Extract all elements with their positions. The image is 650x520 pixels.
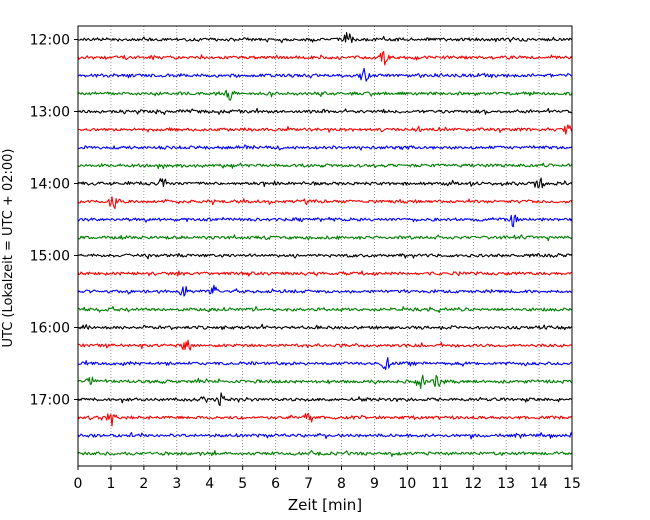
x-tick-label: 10: [398, 476, 416, 492]
trace-line: [77, 107, 573, 116]
trace-line: [77, 252, 573, 260]
y-tick-label: 13:00: [30, 105, 70, 121]
trace-line: [77, 196, 573, 210]
trace-line: [77, 449, 573, 458]
trace-line: [77, 339, 573, 351]
x-tick-label: 1: [106, 476, 115, 492]
x-tick-label: 5: [238, 476, 247, 492]
y-tick-label: 12:00: [30, 33, 70, 49]
trace-line: [77, 412, 573, 427]
trace-line: [77, 32, 573, 44]
x-ticks: 0 1 2 3 4 5 6 7 8 9 10 11 12 13 14 15: [74, 466, 581, 492]
trace-line: [77, 323, 573, 331]
trace-line: [77, 270, 573, 277]
x-tick-label: 13: [497, 476, 515, 492]
y-axis-label: UTC (Lokalzeit = UTC + 02:00): [1, 149, 16, 348]
trace-line: [77, 89, 573, 101]
trace-line: [77, 374, 573, 390]
x-tick-label: 15: [563, 476, 581, 492]
x-tick-label: 9: [370, 476, 379, 492]
x-tick-label: 2: [139, 476, 148, 492]
trace-line: [77, 432, 573, 440]
x-tick-label: 7: [304, 476, 313, 492]
trace-line: [77, 214, 573, 228]
trace-line: [77, 284, 573, 297]
x-tick-label: 4: [205, 476, 214, 492]
trace-line: [77, 234, 573, 242]
x-tick-label: 0: [74, 476, 83, 492]
trace-line: [77, 306, 573, 313]
y-tick-label: 17:00: [30, 393, 70, 409]
trace-line: [78, 124, 573, 135]
plot-frame: [77, 25, 573, 467]
trace-line: [77, 50, 573, 66]
trace-line: [77, 356, 573, 371]
x-tick-label: 6: [271, 476, 280, 492]
x-tick-label: 12: [464, 476, 482, 492]
trace-line: [77, 392, 573, 407]
x-tick-label: 3: [172, 476, 181, 492]
trace-line: [77, 162, 573, 170]
x-tick-label: 11: [431, 476, 449, 492]
y-ticks: 12:00 13:00 14:00 15:00 16:00 17:00: [30, 33, 78, 409]
x-axis-label: Zeit [min]: [288, 496, 362, 514]
y-tick-label: 15:00: [30, 249, 70, 265]
traces: [77, 32, 573, 458]
y-tick-label: 16:00: [30, 321, 70, 337]
trace-line: [77, 177, 573, 189]
x-tick-label: 8: [337, 476, 346, 492]
trace-line: [77, 67, 573, 82]
y-tick-label: 14:00: [30, 177, 70, 193]
x-tick-label: 14: [530, 476, 548, 492]
trace-line: [77, 144, 573, 151]
